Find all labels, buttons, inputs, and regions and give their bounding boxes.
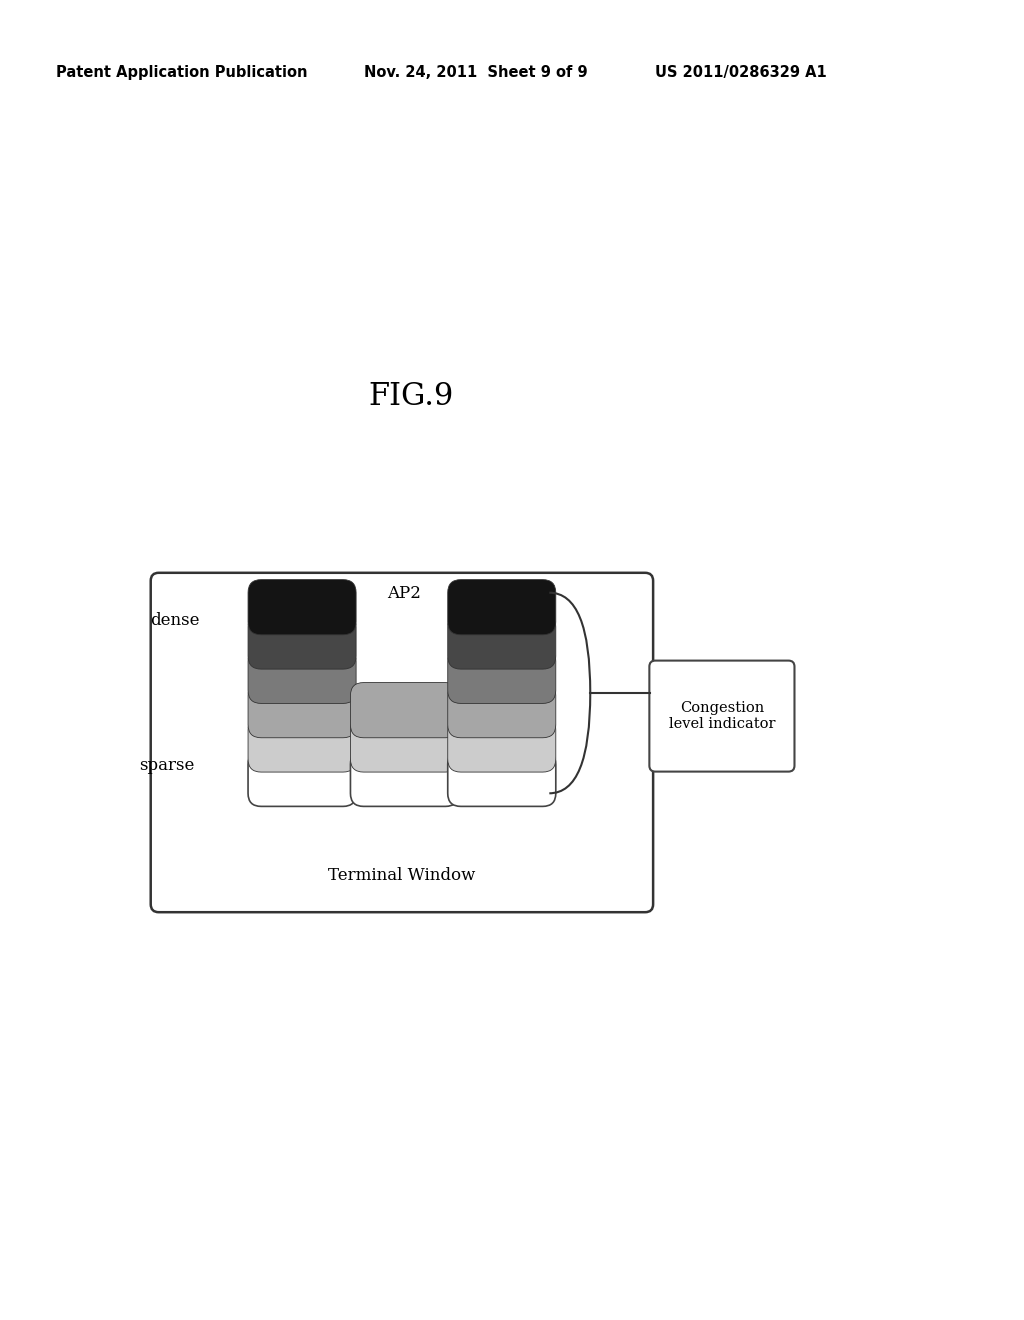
FancyBboxPatch shape [248,648,356,704]
Text: sparse: sparse [139,758,195,774]
FancyBboxPatch shape [447,579,556,635]
FancyBboxPatch shape [447,717,556,772]
Text: US 2011/0286329 A1: US 2011/0286329 A1 [655,65,827,81]
FancyBboxPatch shape [151,573,653,912]
FancyBboxPatch shape [447,682,556,738]
Text: FIG.9: FIG.9 [369,380,454,412]
FancyBboxPatch shape [248,751,356,807]
Text: Terminal Window: Terminal Window [329,867,475,883]
Text: Patent Application Publication: Patent Application Publication [56,65,308,81]
Text: AP1: AP1 [285,586,319,602]
FancyBboxPatch shape [447,751,556,807]
FancyBboxPatch shape [248,717,356,772]
FancyBboxPatch shape [248,682,356,738]
FancyBboxPatch shape [248,614,356,669]
FancyBboxPatch shape [350,751,459,807]
FancyBboxPatch shape [447,648,556,704]
Text: AP2: AP2 [387,586,422,602]
FancyBboxPatch shape [350,717,459,772]
Text: Congestion
level indicator: Congestion level indicator [669,701,775,731]
FancyBboxPatch shape [447,614,556,669]
FancyBboxPatch shape [350,682,459,738]
Text: dense: dense [151,612,200,628]
Text: AP3: AP3 [484,586,519,602]
FancyBboxPatch shape [248,579,356,635]
FancyBboxPatch shape [649,660,795,772]
Text: Nov. 24, 2011  Sheet 9 of 9: Nov. 24, 2011 Sheet 9 of 9 [364,65,587,81]
